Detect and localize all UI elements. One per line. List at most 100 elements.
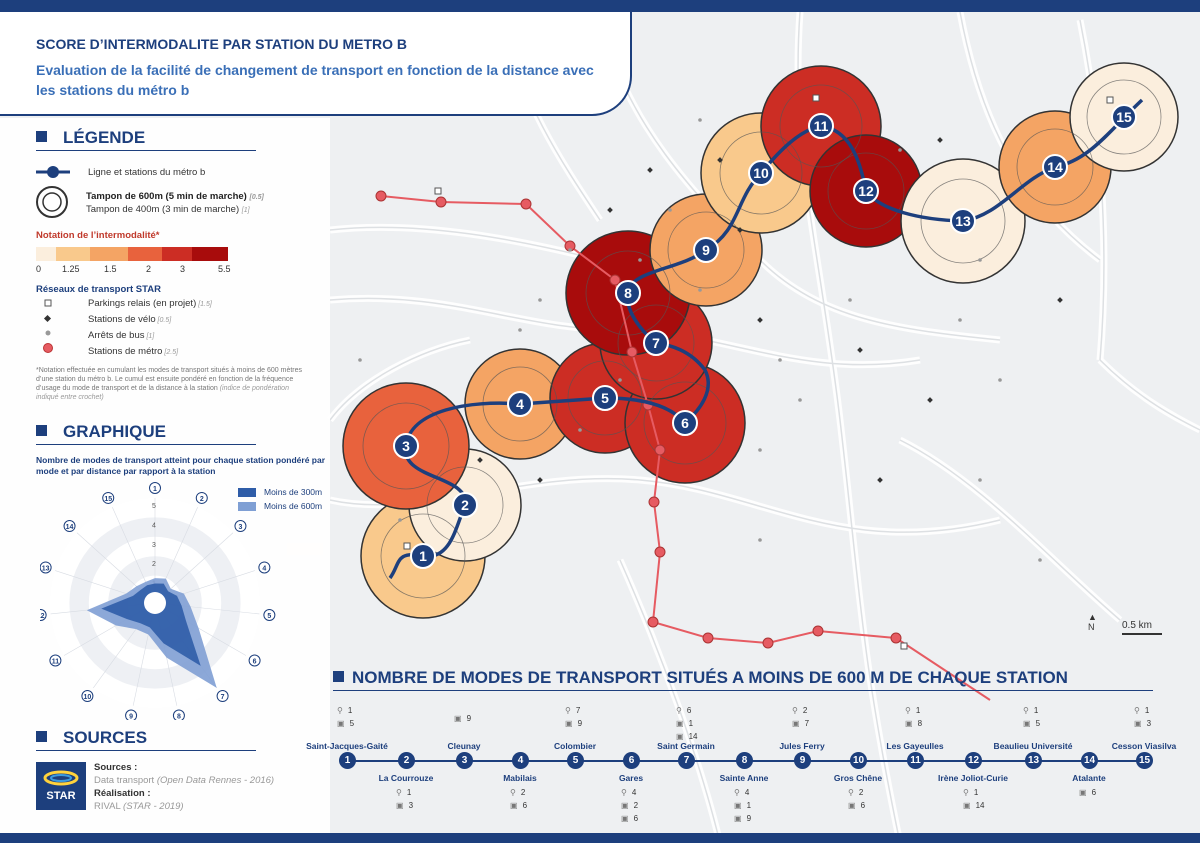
transport-mode-icon: ▣ [1023, 719, 1031, 728]
metro-b-station [410, 543, 436, 569]
strip-count: ⚲ 2 [848, 788, 864, 797]
bus-stop [978, 258, 982, 262]
strip-count: ▣ 7 [792, 719, 810, 728]
strip-station-name: Cleunay [447, 741, 481, 751]
strip-station-name: Colombier [553, 741, 597, 751]
station-buffer-400 [1016, 128, 1094, 206]
legend-600: Moins de 600m [264, 501, 323, 511]
transport-mode-icon: ⚲ [337, 706, 343, 715]
strip-count: ⚲ 1 [396, 788, 412, 797]
station-buffer-400 [920, 178, 1006, 264]
ramp-segment [36, 247, 56, 261]
bus-stop [848, 298, 852, 302]
station-number: 11 [814, 118, 829, 134]
strip-station-name: Atalante [1072, 773, 1106, 783]
metro-b-station [615, 280, 641, 306]
station-buffer-400 [617, 304, 695, 382]
legend-buffer400: Tampon de 400m (3 min de marche) [1] [86, 204, 250, 215]
transport-mode-icon: ▣ [792, 719, 800, 728]
bus-stop [958, 318, 962, 322]
transport-mode-icon: ▣ [905, 719, 913, 728]
strip-station-name: Irène Joliot-Curie [938, 773, 1008, 783]
station-number: 3 [402, 438, 410, 454]
metro-a-station [762, 637, 774, 649]
strip-station-name: Saint Germain [657, 741, 715, 751]
radar-axis-marker [234, 520, 247, 533]
legend-swatch-600 [238, 502, 256, 511]
transport-mode-icon: ▣ [621, 801, 629, 810]
radar-axis-label: 6 [253, 659, 257, 666]
north-arrow: ▲ N [1088, 612, 1097, 632]
transport-mode-icon: ⚲ [1134, 706, 1140, 715]
radar-axis-marker [81, 690, 94, 703]
bus-stop [568, 248, 572, 252]
ramp-segment [56, 247, 90, 261]
strip-count: ▣ 2 [621, 801, 639, 810]
radar-axis-label: 5 [267, 613, 271, 620]
ramp-label: 1.5 [104, 264, 117, 274]
bike-station [937, 137, 943, 143]
ramp-label: 3 [180, 264, 186, 274]
network-symbols [43, 299, 53, 353]
bike-station [857, 347, 863, 353]
radar-axis-marker [172, 709, 185, 720]
transport-mode-icon: ▣ [734, 814, 742, 823]
page-subtitle: Evaluation de la facilité de changement … [36, 62, 594, 98]
strip-count: ⚲ 2 [510, 788, 526, 797]
metro-b-station [693, 237, 719, 263]
radar-axis-marker [63, 520, 76, 533]
metro-b-station [452, 492, 478, 518]
strip-count: ▣ 1 [676, 719, 694, 728]
metro-b-station [950, 208, 976, 234]
radar-ring-label: 4 [152, 522, 156, 529]
station-buffer-400 [362, 402, 450, 490]
metro-a-station [654, 444, 666, 456]
bus-stop [668, 208, 672, 212]
radar-axis-label: 15 [104, 496, 112, 503]
radar-axis-label: 13 [42, 565, 50, 572]
strip-station-3: 3 [456, 752, 473, 769]
divider [36, 150, 256, 151]
networks-title: Réseaux de transport STAR [36, 284, 161, 295]
transport-mode-icon: ⚲ [565, 706, 571, 715]
ramp-segment [162, 247, 192, 261]
sources-value: Data transport (Open Data Rennes - 2016) [94, 775, 275, 786]
rating-color-ramp [36, 247, 228, 261]
strip-station-name: Beaulieu Université [993, 741, 1073, 751]
station-number: 8 [624, 285, 632, 301]
radar-axis-marker [125, 709, 138, 720]
station-number: 4 [516, 396, 524, 412]
transport-mode-icon: ⚲ [792, 706, 798, 715]
transport-mode-icon: ▣ [848, 801, 856, 810]
strip-station-10: 10 [850, 752, 867, 769]
strip-count: ▣ 1 [734, 801, 752, 810]
bottom-heading: NOMBRE DE MODES DE TRANSPORT SITUÉS A MO… [333, 668, 1068, 688]
network-item: Arrêts de bus [1] [88, 330, 155, 341]
station-number: 13 [955, 213, 971, 229]
radar-axis-label: 3 [239, 524, 243, 531]
bus-stop [698, 118, 702, 122]
strip-station-1: 1 [339, 752, 356, 769]
radar-ring-label: 2 [152, 561, 156, 568]
bus-stop [778, 358, 782, 362]
strip-count: ⚲ 6 [676, 706, 692, 715]
legend-swatch-300 [238, 488, 256, 497]
side-panel [0, 118, 330, 833]
strip-count: ▣ 9 [734, 814, 752, 823]
station-buffer-400 [643, 381, 727, 465]
strip-count: ▣ 5 [1023, 719, 1041, 728]
radar-ring-label: 3 [152, 542, 156, 549]
radar-axis-marker [258, 561, 271, 574]
ramp-segment [128, 247, 162, 261]
ramp-label: 1.25 [62, 264, 80, 274]
road [329, 223, 601, 264]
strip-station-name: Sainte Anne [719, 773, 769, 783]
road [1097, 357, 1200, 434]
ramp-label: 5.5 [218, 264, 231, 274]
strip-station-9: 9 [794, 752, 811, 769]
bus-stop [578, 428, 582, 432]
radar-axis-marker [40, 609, 47, 622]
legend-buffer600: Tampon de 600m (5 min de marche) [0.5] [86, 191, 264, 202]
road [899, 439, 1121, 621]
strip-station-7: 7 [678, 752, 695, 769]
